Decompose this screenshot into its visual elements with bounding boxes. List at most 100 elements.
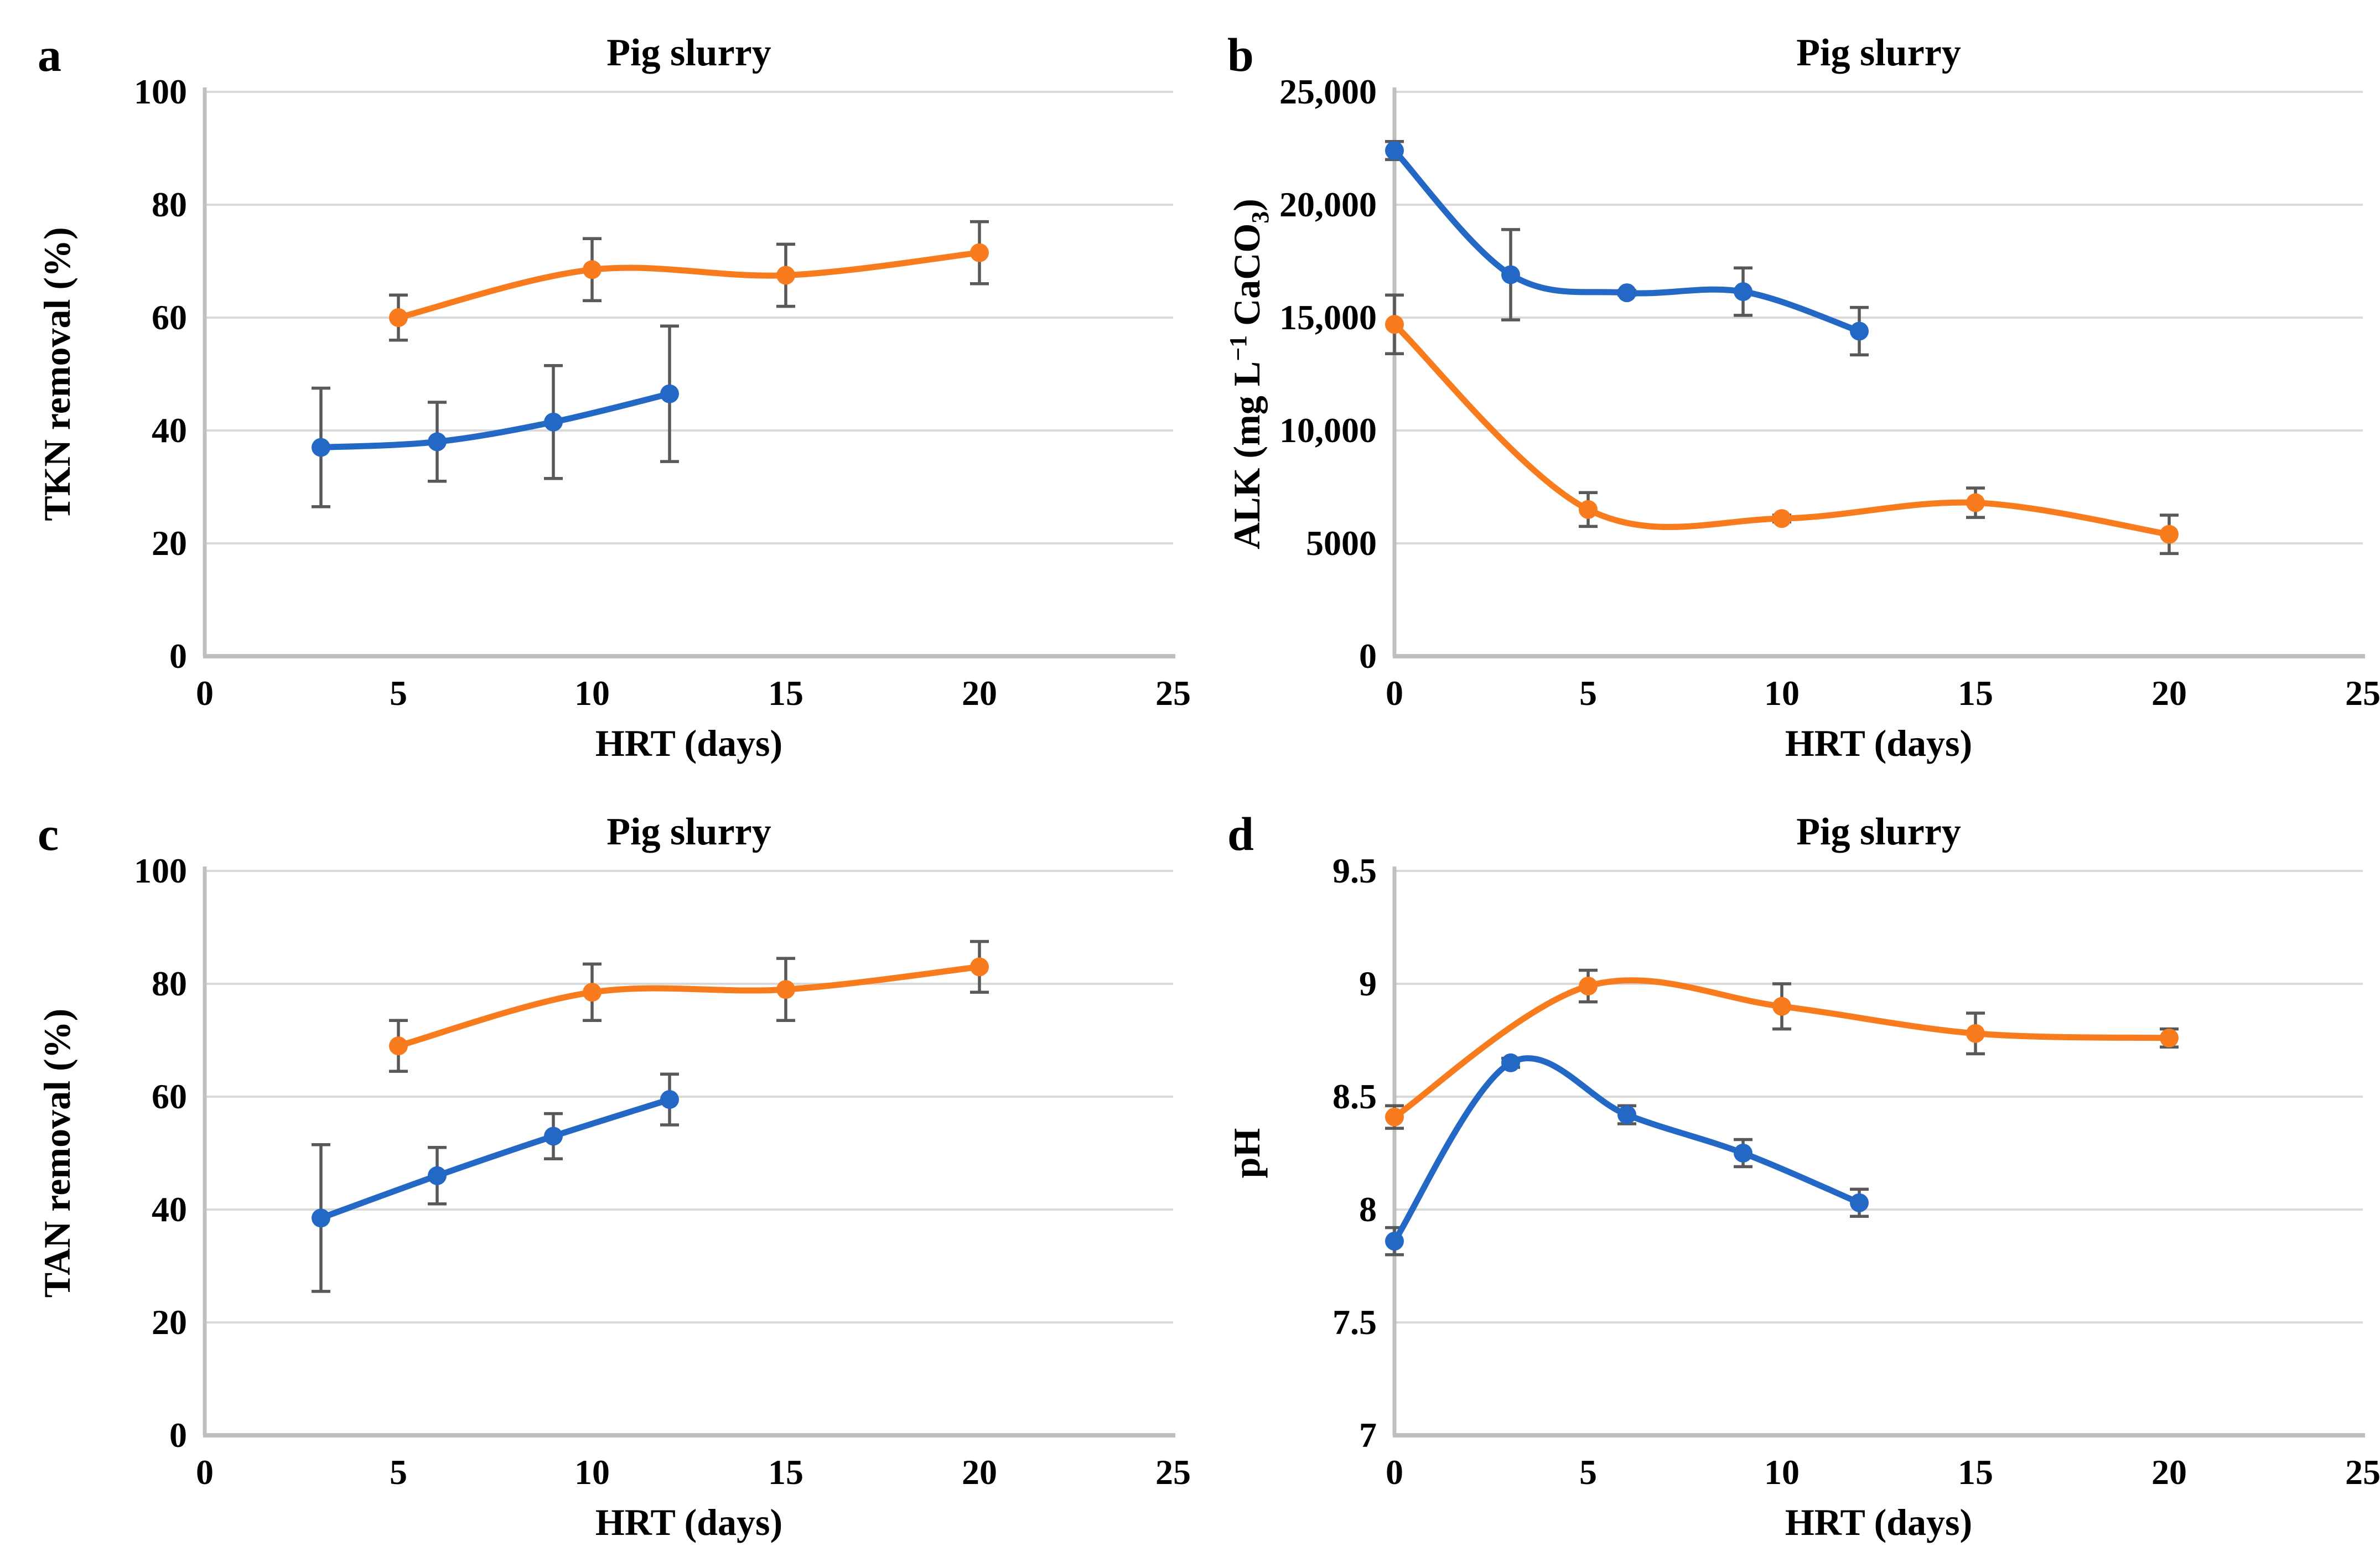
data-point-marker [1579,500,1598,519]
y-tick-label: 40 [152,411,187,450]
x-tick-label: 10 [1764,1452,1800,1492]
data-point-marker [1385,1107,1404,1127]
data-point-marker [389,308,408,327]
y-tick-label: 8.5 [1332,1077,1377,1116]
series-line [395,963,983,1049]
y-tick-label: 0 [1359,636,1377,676]
y-tick-label: 20,000 [1279,185,1377,224]
panel-letter: d [1227,807,1254,860]
series-line [1391,1055,1863,1244]
x-tick-label: 5 [1579,673,1597,713]
data-point-marker [1385,1232,1404,1251]
y-tick-label: 25,000 [1279,72,1377,111]
x-tick-label: 10 [574,1452,610,1492]
y-tick-label: 0 [169,636,187,676]
data-point-marker [1850,321,1869,341]
data-point-marker [660,384,679,403]
x-tick-label: 25 [2345,673,2380,713]
x-tick-label: 15 [1958,673,1993,713]
chart-title: Pig slurry [1796,32,1961,74]
series-line [395,250,983,321]
y-tick-label: 100 [134,851,187,890]
chart-panel: 0 20 40 60 80 100 0 5 10 15 20 25 Pig slurry a HRT (da… [22,9,1212,788]
y-axis-label: TAN removal (%) [36,1009,78,1298]
data-point-marker [660,1090,679,1109]
data-point-marker [1850,1193,1869,1212]
series-line [1391,147,1863,334]
y-tick-label: 20 [152,523,187,563]
chart-panel: 7 7.5 8 8.5 9 9.5 0 5 10 15 20 25 Pig slurry d HRT (da… [1212,788,2380,1567]
chart-panel: 0 20 40 60 80 100 0 5 10 15 20 25 Pig slurry c HRT (da… [22,788,1212,1567]
data-point-marker [1617,1105,1636,1124]
y-tick-label: 5000 [1306,523,1377,563]
y-axis-label: ALK (mg L−1 CaCO3) [1225,199,1274,549]
y-axis-label: TKN removal (%) [36,227,78,521]
y-tick-label: 8 [1359,1190,1377,1229]
x-axis-label: HRT (days) [1785,1501,1972,1543]
chart-panel: 0 5000 10,000 15,000 20,000 25,000 0 5 10 15 20 25 P… [1212,9,2380,788]
data-point-marker [1966,493,1985,512]
y-tick-label: 0 [169,1415,187,1455]
series-line [1391,321,2172,538]
data-point-marker [1579,977,1598,996]
x-axis-label: HRT (days) [595,722,782,764]
panel-letter: a [38,28,61,81]
data-point-marker [1501,265,1520,284]
y-tick-label: 80 [152,185,187,224]
data-point-marker [312,1208,330,1228]
x-axis-label: HRT (days) [1785,722,1972,764]
y-tick-label: 9.5 [1332,851,1377,890]
y-tick-label: 15,000 [1279,298,1377,337]
x-tick-label: 10 [574,673,610,713]
chart-title: Pig slurry [1796,811,1961,853]
x-tick-label: 5 [390,673,407,713]
data-point-marker [776,266,795,285]
data-point-marker [428,432,447,452]
data-point-marker [1966,1024,1985,1043]
data-point-marker [1772,509,1791,528]
y-tick-label: 100 [134,72,187,111]
x-tick-label: 25 [1155,1452,1191,1492]
y-tick-label: 7.5 [1332,1303,1377,1342]
y-tick-label: 10,000 [1279,411,1377,450]
chart-d-svg: 7 7.5 8 8.5 9 9.5 0 5 10 15 20 25 Pig slurry d HRT (da… [1226,807,2380,1543]
x-tick-label: 10 [1764,673,1800,713]
x-tick-label: 25 [1155,673,1191,713]
y-tick-label: 9 [1359,964,1377,1003]
data-point-marker [1772,997,1791,1016]
y-tick-label: 80 [152,964,187,1003]
data-point-marker [776,980,795,999]
x-tick-label: 0 [1386,1452,1403,1492]
x-axis-label: HRT (days) [595,1501,782,1543]
y-tick-label: 60 [152,1077,187,1116]
x-tick-label: 20 [962,1452,997,1492]
data-point-marker [1501,1053,1520,1072]
series-line [318,1096,673,1221]
chart-title: Pig slurry [606,32,771,74]
x-tick-label: 0 [196,673,214,713]
data-point-marker [970,957,989,977]
x-tick-label: 25 [2345,1452,2380,1492]
x-tick-label: 5 [1579,1452,1597,1492]
data-point-marker [428,1166,447,1185]
x-tick-label: 20 [2151,1452,2187,1492]
data-point-marker [544,1127,563,1146]
data-point-marker [1385,141,1404,160]
data-point-marker [583,983,602,1002]
data-point-marker [2160,1028,2179,1047]
data-point-marker [970,243,989,262]
chart-c-svg: 0 20 40 60 80 100 0 5 10 15 20 25 Pig slurry c HRT (da… [36,807,1191,1543]
data-point-marker [1385,315,1404,334]
data-point-marker [1617,283,1636,303]
y-tick-label: 40 [152,1190,187,1229]
chart-a-svg: 0 20 40 60 80 100 0 5 10 15 20 25 Pig slurry a HRT (da… [36,28,1191,764]
x-tick-label: 15 [768,1452,803,1492]
data-point-marker [312,438,330,457]
y-tick-label: 7 [1359,1415,1377,1455]
y-axis-label: pH [1226,1128,1268,1179]
chart-title: Pig slurry [606,811,771,853]
x-tick-label: 0 [196,1452,214,1492]
x-tick-label: 0 [1386,673,1403,713]
x-tick-label: 15 [1958,1452,1993,1492]
